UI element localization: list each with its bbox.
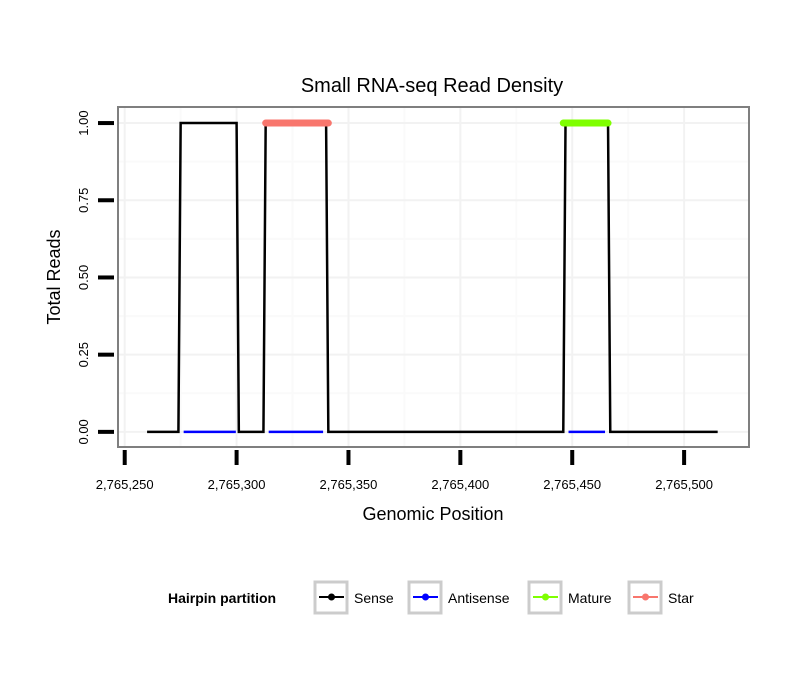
legend-label: Antisense — [448, 590, 510, 606]
plot-border — [117, 106, 750, 448]
legend-item-mature: Mature — [527, 580, 612, 615]
x-tick-label: 2,765,250 — [96, 477, 154, 492]
x-tick-label: 2,765,400 — [431, 477, 489, 492]
legend-key-point — [642, 593, 649, 601]
y-axis: 0.00 0.25 0.50 0.75 1.00 — [76, 110, 114, 445]
legend-title: Hairpin partition — [168, 590, 276, 606]
x-tick-label: 2,765,500 — [655, 477, 713, 492]
series-layer — [147, 119, 718, 434]
y-tick-label: 0.25 — [76, 342, 91, 367]
x-tick-label: 2,765,300 — [208, 477, 266, 492]
legend-label: Star — [668, 590, 694, 606]
y-tick-label: 0.00 — [76, 419, 91, 444]
legend-item-star: Star — [627, 580, 694, 615]
y-axis-label: Total Reads — [44, 229, 64, 324]
y-tick-label: 0.50 — [76, 265, 91, 290]
x-axis-label: Genomic Position — [362, 504, 503, 524]
legend-key-point — [328, 593, 335, 601]
legend-label: Sense — [354, 590, 394, 606]
legend-key-point — [542, 593, 549, 601]
legend: Hairpin partition Sense Antisense Mature St… — [168, 580, 694, 615]
y-tick-label: 0.75 — [76, 188, 91, 213]
legend-key-point — [422, 593, 429, 601]
legend-item-sense: Sense — [313, 580, 394, 615]
y-tick-label: 1.00 — [76, 110, 91, 135]
legend-label: Mature — [568, 590, 612, 606]
x-tick-label: 2,765,350 — [320, 477, 378, 492]
legend-item-antisense: Antisense — [407, 580, 510, 615]
x-axis: 2,765,250 2,765,300 2,765,350 2,765,400 2,76… — [96, 450, 713, 492]
chart-title: Small RNA-seq Read Density — [301, 75, 563, 97]
x-tick-label: 2,765,450 — [543, 477, 601, 492]
